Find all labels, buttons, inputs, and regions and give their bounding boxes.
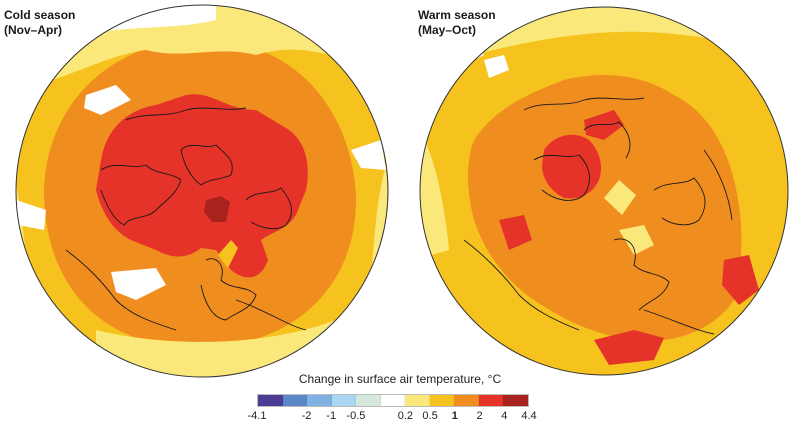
cold-season-title-line2: (Nov–Apr): [4, 23, 63, 37]
warm-red-east: [722, 255, 759, 305]
warm-season-title-line1: Warm season: [418, 8, 496, 22]
cold-red-core: [96, 94, 308, 278]
warm-globe-outline: [419, 6, 789, 376]
cold-dark-red-spot: [204, 196, 230, 222]
legend-swatch: [282, 395, 308, 406]
legend-swatch: [478, 395, 504, 406]
legend-ticks: -4.1 -2 -1 -0.5 0.2 0.5 1 2 4 4.4: [0, 410, 800, 426]
legend-swatch: [454, 395, 479, 406]
warm-season-globe-map: [419, 6, 789, 376]
cold-yellow-inlet: [218, 240, 238, 268]
warm-red-arc: [584, 110, 624, 140]
legend-swatch: [405, 395, 430, 406]
warm-season-title-line2: (May–Oct): [418, 23, 477, 37]
legend-swatch: [429, 395, 455, 406]
legend-tick-label: 0.5: [422, 410, 438, 422]
cold-globe-outline: [15, 4, 389, 378]
legend-tick-label: 4: [501, 410, 508, 422]
legend-tick-label: -4.1: [247, 410, 267, 422]
cold-white-left: [16, 200, 46, 230]
legend-tick-label: 4.4: [521, 410, 537, 422]
warm-red-north: [542, 134, 601, 199]
warm-pale-yellow-inner: [619, 225, 654, 255]
legend-swatch: [258, 395, 283, 406]
legend-tick-label: 0.2: [397, 410, 414, 422]
cold-white-lower-left: [111, 268, 166, 300]
warm-season-title: Warm season (May–Oct): [418, 8, 496, 38]
warm-coastlines: [463, 97, 733, 335]
legend-tick-label: 2: [476, 410, 483, 422]
legend-tick-label: 1: [451, 410, 458, 422]
legend-swatch: [380, 395, 406, 406]
warm-orange-central: [468, 75, 742, 341]
legend-swatch: [356, 395, 381, 406]
legend-swatch: [331, 395, 357, 406]
legend-tick-label: -1: [326, 410, 337, 422]
legend-tick-label: -0.5: [346, 410, 366, 422]
warm-red-south: [594, 330, 664, 365]
legend-title: Change in surface air temperature, °C: [298, 372, 502, 386]
cold-coastlines: [65, 107, 307, 331]
legend-swatch: [307, 395, 332, 406]
cold-season-title-line1: Cold season: [4, 8, 76, 22]
cold-season-globe-map: [15, 4, 389, 378]
warm-white-upper: [484, 55, 509, 78]
warm-pale-yellow-inlet: [604, 180, 636, 215]
legend-swatch: [503, 395, 529, 406]
legend-tick-label: -2: [301, 410, 312, 422]
cold-white-upper-left: [84, 85, 131, 115]
legend-color-bar: [257, 394, 529, 407]
cold-white-right: [351, 140, 386, 170]
cold-season-title: Cold season (Nov–Apr): [4, 8, 75, 38]
warm-red-west: [499, 215, 532, 250]
